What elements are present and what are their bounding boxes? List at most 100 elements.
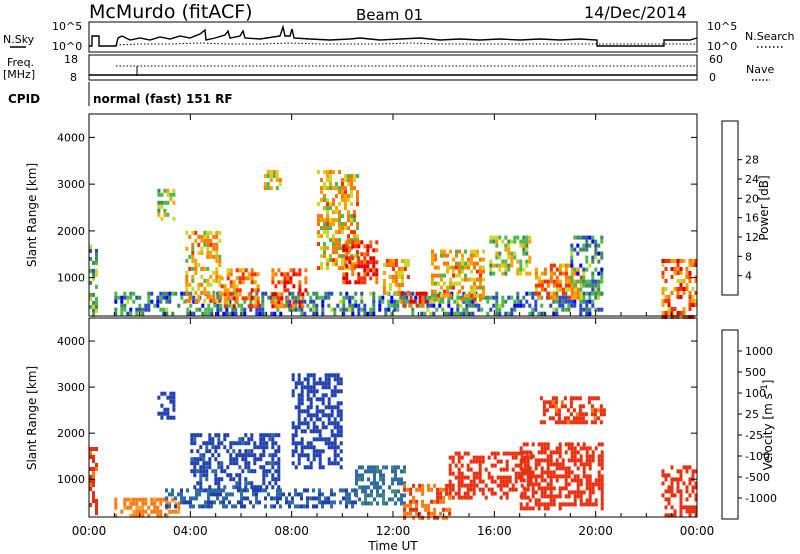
velocity-cell	[545, 408, 549, 413]
power-cell	[434, 273, 437, 278]
velocity-cell	[259, 485, 263, 490]
power-cell	[434, 293, 437, 298]
velocity-cell	[593, 416, 597, 421]
velocity-cell	[327, 405, 331, 410]
power-cell	[458, 261, 461, 266]
power-cell	[89, 256, 92, 261]
velocity-cell	[472, 491, 476, 496]
power-cell	[347, 178, 350, 183]
power-cell	[582, 283, 586, 288]
power-cell	[347, 198, 350, 203]
power-cell	[332, 262, 335, 267]
velocity-cell	[361, 465, 364, 470]
power-cell	[543, 271, 547, 276]
power-cell	[440, 253, 443, 258]
power-cell	[405, 299, 409, 304]
velocity-cell	[563, 420, 567, 425]
power-cell	[507, 243, 511, 248]
velocity-cell	[255, 496, 258, 501]
power-cell	[342, 303, 346, 308]
power-cell	[350, 222, 353, 227]
velocity-cell	[572, 420, 576, 425]
power-cell	[357, 240, 361, 245]
velocity-cell	[271, 457, 275, 462]
velocity-cell	[336, 401, 340, 406]
velocity-cell	[540, 490, 544, 495]
power-cell	[588, 295, 592, 300]
velocity-cell	[355, 481, 358, 486]
power-cell	[492, 303, 496, 308]
velocity-cell	[303, 465, 307, 470]
velocity-cell	[385, 501, 388, 506]
power-cell	[147, 307, 151, 312]
velocity-cell	[228, 500, 231, 505]
power-cell	[332, 246, 335, 251]
velocity-cell	[303, 409, 307, 414]
power-cell	[455, 261, 458, 266]
velocity-cell	[199, 469, 203, 474]
power-cell	[519, 239, 523, 244]
power-cell	[489, 295, 493, 300]
power-cell	[120, 307, 124, 312]
velocity-cell	[330, 405, 334, 410]
power-cell	[375, 248, 379, 253]
power-cell	[357, 272, 361, 277]
velocity-cell	[300, 393, 304, 398]
power-cell	[347, 266, 350, 271]
power-cell	[394, 291, 398, 295]
power-cell	[588, 243, 592, 248]
power-cell	[555, 267, 559, 272]
power-cell	[446, 289, 449, 294]
power-cell	[215, 246, 219, 251]
velocity-cell	[457, 487, 461, 492]
power-cell	[171, 291, 175, 296]
velocity-cell	[354, 500, 357, 505]
velocity-cell	[505, 459, 509, 464]
velocity-cell	[211, 445, 215, 450]
power-cell	[329, 174, 332, 179]
power-cell	[558, 279, 562, 284]
velocity-cell	[252, 488, 255, 493]
velocity-cell	[585, 482, 589, 487]
velocity-cell	[348, 496, 351, 501]
velocity-cell	[193, 465, 197, 470]
velocity-colorbar-label: Velocity [m s-1]	[760, 380, 775, 471]
power-cell	[694, 275, 698, 279]
power-cell	[183, 291, 187, 296]
velocity-cell	[309, 465, 313, 470]
velocity-cell	[528, 474, 532, 479]
velocity-cell	[339, 441, 343, 446]
power-cell	[347, 210, 350, 215]
velocity-cell	[235, 481, 239, 486]
velocity-cell	[549, 494, 553, 499]
power-cell	[458, 281, 461, 286]
velocity-cell	[391, 489, 394, 494]
power-cell	[247, 296, 251, 301]
velocity-cell	[291, 449, 295, 454]
power-cell	[600, 271, 604, 276]
power-cell	[667, 299, 671, 303]
power-cell	[455, 273, 458, 278]
power-cell	[676, 291, 680, 295]
velocity-colorbar-tick-label: -1000	[745, 492, 777, 505]
velocity-cell	[297, 405, 301, 410]
power-y-tick-label: 1000	[57, 272, 85, 285]
velocity-cell	[475, 455, 479, 460]
power-cell	[388, 275, 392, 279]
velocity-cell	[244, 465, 248, 470]
velocity-cell	[321, 425, 325, 430]
velocity-cell	[312, 488, 315, 493]
velocity-cell	[229, 457, 233, 462]
velocity-cell	[271, 461, 275, 466]
velocity-cell	[318, 437, 322, 442]
velocity-cell	[466, 463, 470, 468]
power-cell	[591, 259, 595, 264]
velocity-cell	[564, 450, 568, 455]
power-cell	[540, 279, 544, 284]
power-cell	[157, 212, 161, 217]
power-cell	[185, 286, 189, 291]
velocity-cell	[688, 465, 692, 470]
velocity-cell	[400, 501, 403, 506]
velocity-cell	[214, 449, 218, 454]
power-cell	[513, 303, 517, 308]
